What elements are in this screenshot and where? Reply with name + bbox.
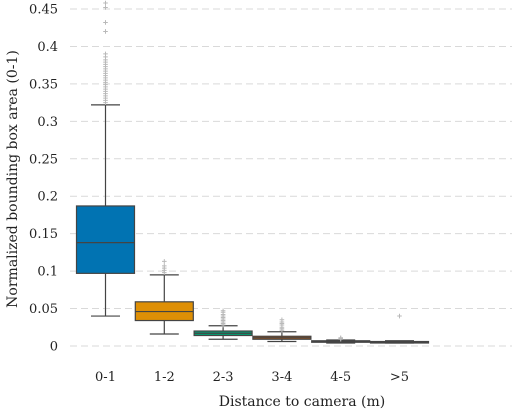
box xyxy=(75,205,136,274)
x-axis-label: Distance to camera (m) xyxy=(219,394,385,410)
box-group-4-5 xyxy=(311,335,371,344)
outlier-point xyxy=(162,259,167,264)
x-tick-label: 1-2 xyxy=(154,370,175,385)
outlier-point xyxy=(103,5,108,10)
y-axis-ticks: 0 0.05 0.1 0.15 0.2 0.25 0.3 0.35 0.4 0.45 xyxy=(29,3,58,355)
y-tick-label: 0 xyxy=(50,340,58,355)
y-tick-label: 0.15 xyxy=(29,227,58,242)
x-tick-label: 3-4 xyxy=(271,370,292,385)
outlier-point xyxy=(220,308,226,314)
outlier-point xyxy=(103,0,108,6)
y-tick-label: 0.3 xyxy=(37,115,58,130)
box-group-0-1 xyxy=(75,0,136,317)
box-group-1-2 xyxy=(134,259,194,335)
x-axis-ticks: 0-1 1-2 2-3 3-4 4-5 >5 xyxy=(95,370,409,385)
box-group-3-4 xyxy=(252,317,312,343)
x-tick-label: 0-1 xyxy=(95,370,116,385)
x-tick-label: 4-5 xyxy=(330,370,351,385)
x-tick-label: 2-3 xyxy=(213,370,234,385)
outlier-point xyxy=(338,335,343,341)
y-tick-label: 0.05 xyxy=(29,302,58,317)
y-tick-label: 0.4 xyxy=(37,40,58,55)
y-tick-label: 0.45 xyxy=(29,3,58,18)
y-tick-label: 0.2 xyxy=(37,190,58,205)
y-tick-label: 0.25 xyxy=(29,152,58,167)
box-group-gt5 xyxy=(369,313,430,344)
box-series xyxy=(75,0,430,344)
outlier-point xyxy=(397,313,402,319)
outlier-point xyxy=(162,263,167,269)
y-axis-label: Normalized bounding box area (0-1) xyxy=(5,50,21,308)
outlier-point xyxy=(103,51,108,57)
outlier-point xyxy=(279,317,285,323)
outlier-point xyxy=(103,29,108,34)
y-tick-label: 0.1 xyxy=(37,265,58,280)
x-tick-label: >5 xyxy=(390,370,409,385)
grid-lines xyxy=(70,8,512,347)
outlier-point xyxy=(103,20,108,25)
box-group-2-3 xyxy=(193,308,253,340)
y-tick-label: 0.35 xyxy=(29,77,58,92)
